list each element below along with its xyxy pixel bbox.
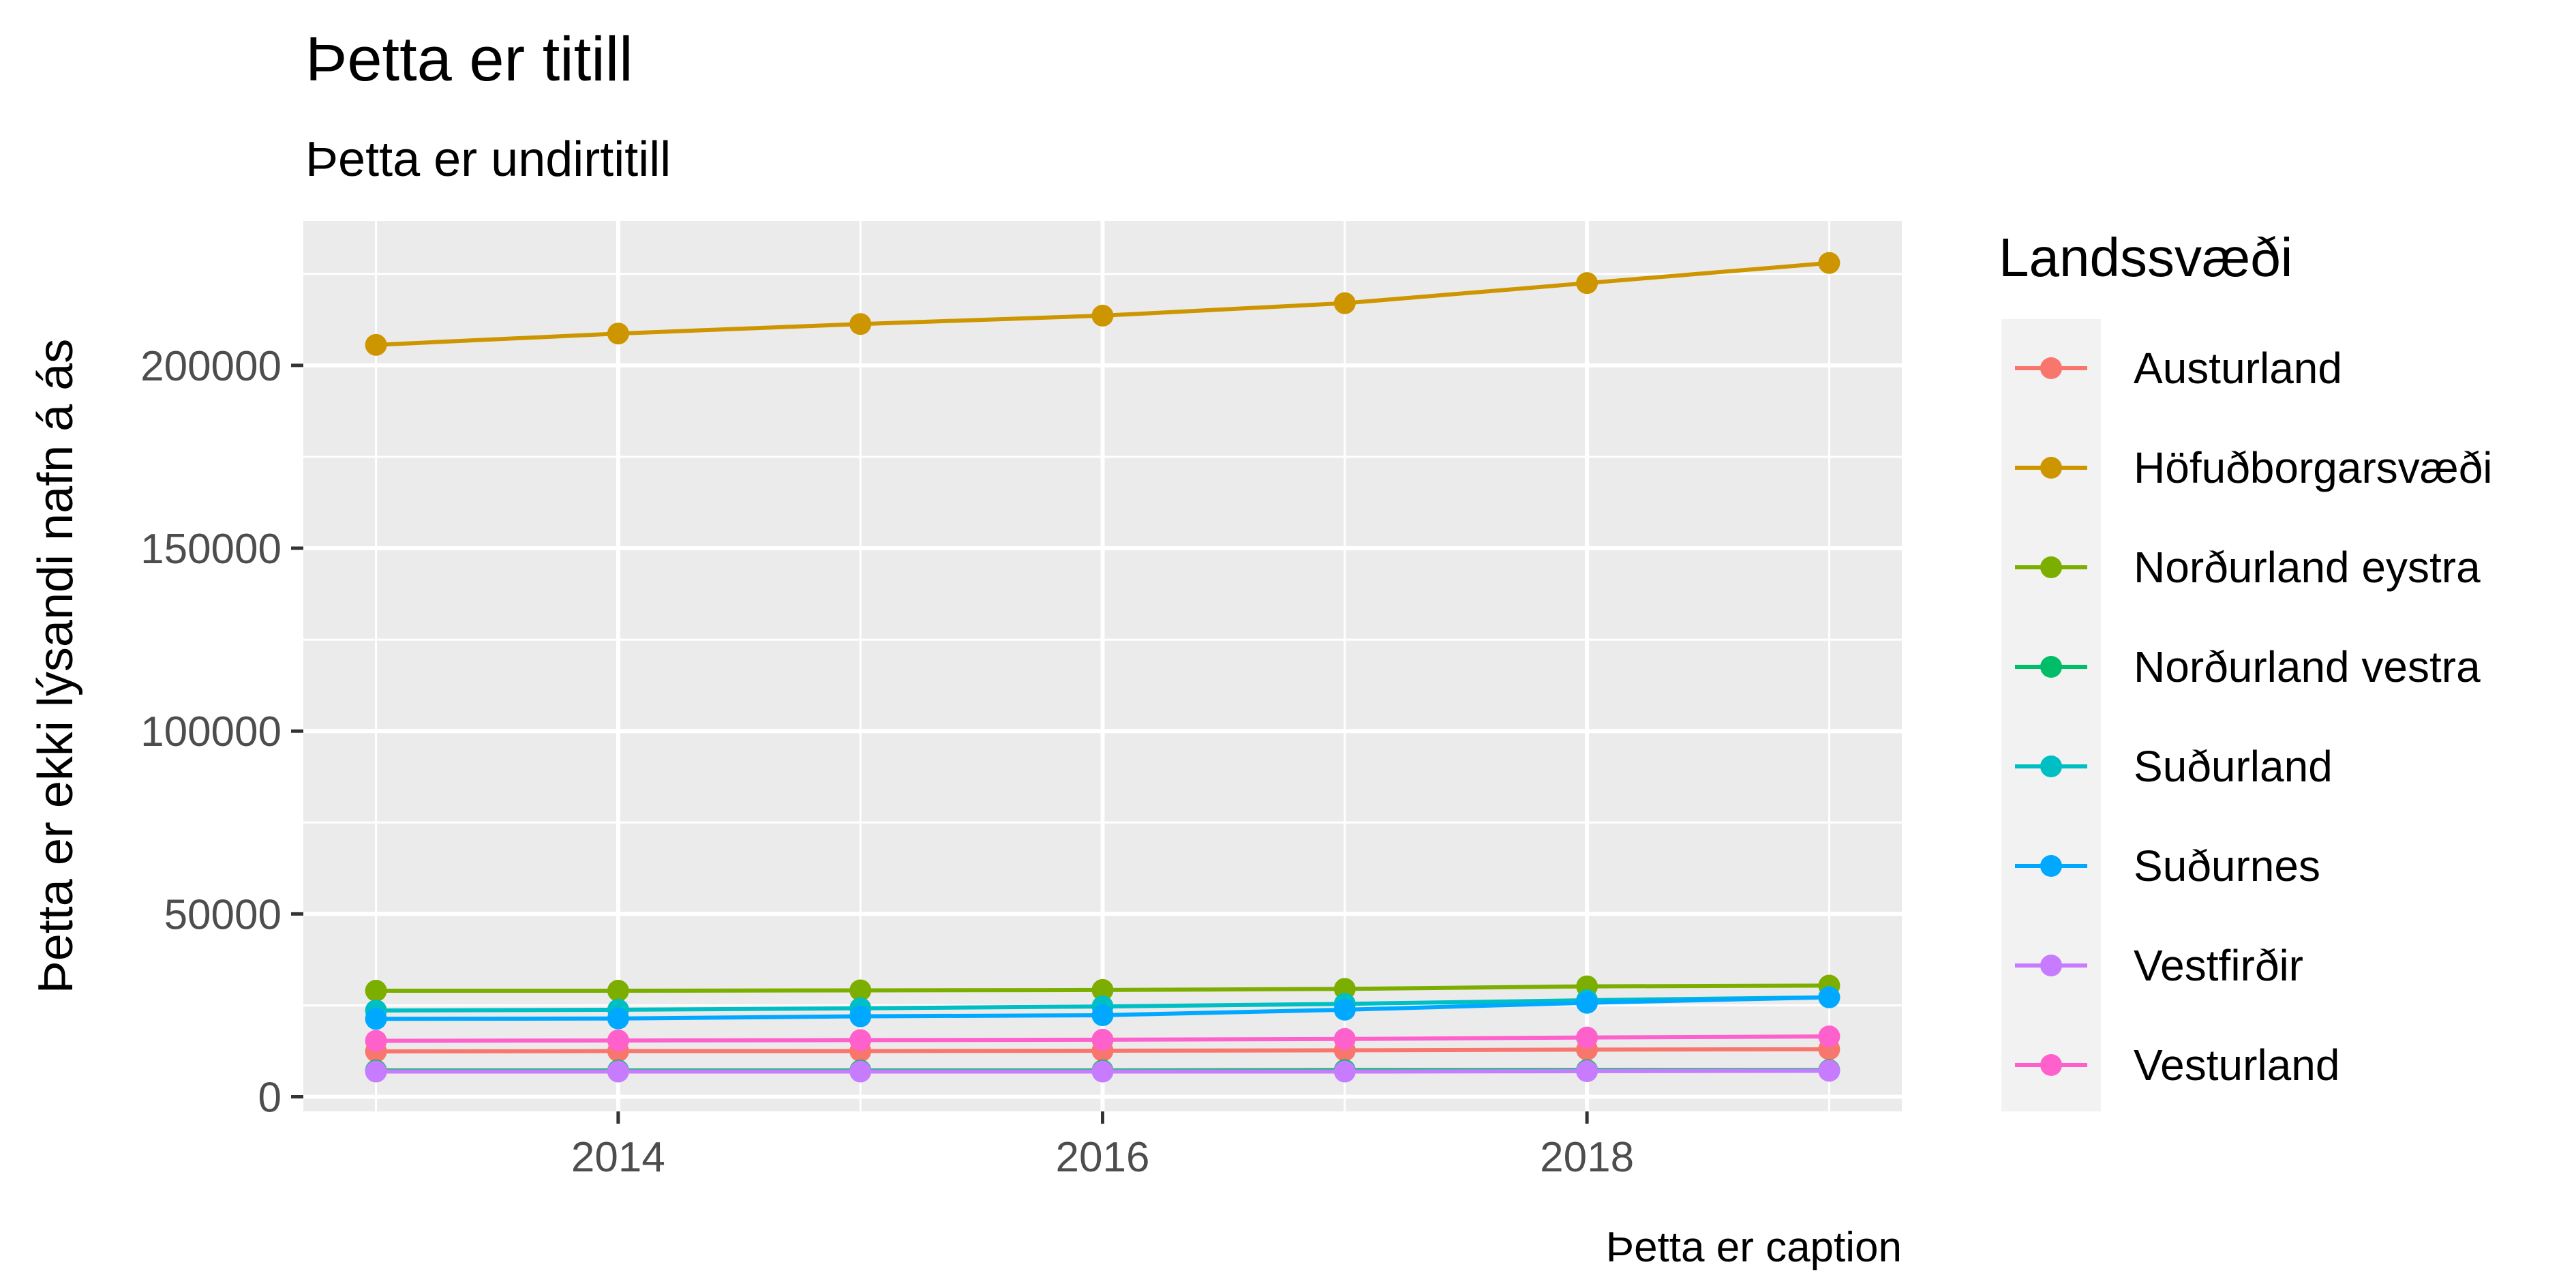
legend: Austurland Höfuðborgarsvæði Norðurland eys…: [2015, 344, 2493, 1090]
legend-key-point: [2040, 556, 2062, 578]
x-axis-ticks: 2014 2016 2018: [571, 1111, 1634, 1181]
data-point: [1818, 1025, 1840, 1048]
legend-item: Norðurland vestra: [2015, 642, 2481, 691]
data-point: [607, 1007, 629, 1030]
data-point: [1576, 1060, 1598, 1083]
legend-item: Suðurland: [2015, 742, 2333, 791]
legend-item: Vestfirðir: [2015, 941, 2303, 990]
data-point: [607, 1029, 629, 1051]
legend-label: Suðurnes: [2134, 841, 2320, 890]
legend-key-point: [2040, 357, 2062, 379]
chart-subtitle: Þetta er undirtitill: [305, 132, 671, 187]
data-point: [1091, 304, 1114, 327]
legend-label: Austurland: [2134, 344, 2342, 393]
series-Höfuðborgarsvæði: [365, 252, 1840, 356]
data-point: [849, 313, 872, 335]
data-point: [1576, 991, 1598, 1014]
legend-key-point: [2040, 1054, 2062, 1076]
legend-label: Vesturland: [2134, 1040, 2339, 1090]
series-Vestfirðir: [365, 1060, 1840, 1083]
y-tick-label: 50000: [164, 891, 282, 938]
chart-title: Þetta er titill: [305, 25, 633, 94]
legend-key-background: [2001, 319, 2101, 1111]
series-Suðurnes: [365, 986, 1840, 1030]
legend-key-point: [2040, 656, 2062, 678]
legend-label: Suðurland: [2134, 742, 2333, 791]
legend-key-point: [2040, 755, 2062, 777]
data-point: [1091, 978, 1114, 1001]
legend-item: Suðurnes: [2015, 841, 2320, 890]
data-point: [365, 333, 387, 356]
data-point: [365, 1060, 387, 1083]
data-point: [849, 1005, 872, 1028]
data-point: [1576, 1026, 1598, 1049]
data-point: [1818, 1060, 1840, 1082]
grid-lines: [303, 221, 1902, 1111]
y-axis-title: Þetta er ekki lýsandi nafn á ás: [29, 339, 83, 994]
y-axis-ticks: 0 50000 100000 150000 200000: [140, 343, 303, 1122]
data-point: [1333, 978, 1356, 1000]
series-Vesturland: [365, 1025, 1840, 1052]
data-point: [1333, 998, 1356, 1021]
series-group: [365, 252, 1840, 1083]
legend-label: Höfuðborgarsvæði: [2134, 443, 2493, 492]
x-tick-label: 2018: [1540, 1134, 1634, 1181]
data-point: [607, 980, 629, 1002]
data-point: [365, 1030, 387, 1052]
data-point: [1818, 986, 1840, 1008]
y-tick-label: 200000: [140, 343, 282, 390]
legend-label: Norðurland eystra: [2134, 543, 2481, 592]
x-tick-label: 2016: [1056, 1134, 1150, 1181]
data-point: [849, 1060, 872, 1083]
x-tick-label: 2014: [571, 1134, 665, 1181]
legend-item: Vesturland: [2015, 1040, 2339, 1090]
data-point: [1091, 1028, 1114, 1051]
data-point: [849, 1029, 872, 1051]
data-point: [1333, 1028, 1356, 1050]
legend-item: Höfuðborgarsvæði: [2015, 443, 2493, 492]
legend-key-point: [2040, 457, 2062, 479]
data-point: [1091, 1004, 1114, 1026]
data-point: [1333, 1060, 1356, 1083]
data-point: [1818, 252, 1840, 274]
data-point: [365, 980, 387, 1002]
data-point: [849, 979, 872, 1002]
data-point: [365, 1008, 387, 1030]
legend-label: Norðurland vestra: [2134, 642, 2481, 691]
data-point: [607, 323, 629, 345]
legend-key-point: [2040, 855, 2062, 877]
y-tick-label: 0: [258, 1075, 282, 1122]
data-point: [1576, 272, 1598, 295]
chart-caption: Þetta er caption: [1606, 1224, 1902, 1271]
data-point: [607, 1060, 629, 1083]
legend-key-point: [2040, 955, 2062, 976]
legend-label: Vestfirðir: [2134, 941, 2303, 990]
y-tick-label: 100000: [140, 708, 282, 755]
data-point: [1333, 292, 1356, 314]
legend-title: Landssvæði: [1999, 227, 2292, 288]
legend-item: Austurland: [2015, 344, 2342, 393]
data-point: [1091, 1060, 1114, 1083]
legend-item: Norðurland eystra: [2015, 543, 2481, 592]
y-tick-label: 150000: [140, 526, 282, 573]
